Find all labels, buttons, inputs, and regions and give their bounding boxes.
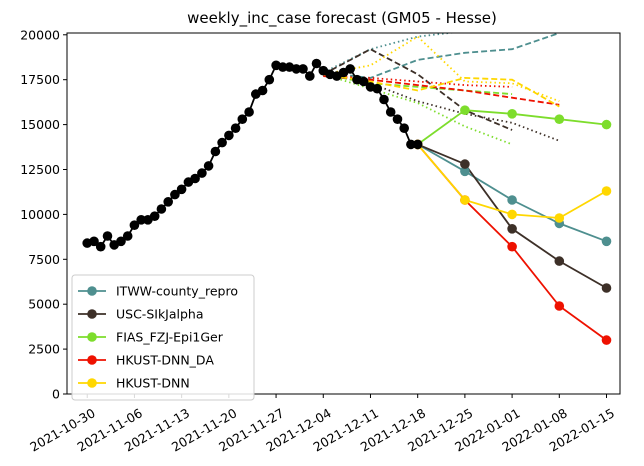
legend-label-4: HKUST-DNN xyxy=(116,376,190,391)
observed-point-41 xyxy=(358,76,369,87)
series-1-point-2 xyxy=(507,224,517,234)
observed-point-43 xyxy=(372,83,383,94)
series-2-point-1 xyxy=(460,105,470,115)
series-4-point-4 xyxy=(601,186,612,196)
observed-point-5 xyxy=(116,236,126,247)
observed-point-44 xyxy=(379,94,389,105)
series-4-point-3 xyxy=(554,213,565,223)
y-tick-label-1: 2500 xyxy=(28,342,60,357)
legend-marker-1 xyxy=(87,309,97,319)
series-3-point-4 xyxy=(601,335,612,345)
observed-point-12 xyxy=(163,197,173,207)
plot-frame xyxy=(66,32,621,395)
legend-marker-2 xyxy=(87,332,97,342)
observed-point-31 xyxy=(291,64,302,74)
series-1-point-3 xyxy=(554,256,565,266)
observed-point-1 xyxy=(89,236,99,247)
y-tick-label-2: 5000 xyxy=(28,297,60,312)
y-tick-label-4: 10000 xyxy=(20,207,60,222)
observed-point-10 xyxy=(149,211,160,221)
observed-point-17 xyxy=(197,168,207,178)
series-2-point-3 xyxy=(554,114,565,124)
observed-point-32 xyxy=(298,64,308,74)
legend-box xyxy=(71,274,255,401)
observed-point-14 xyxy=(176,184,187,195)
observed-point-20 xyxy=(217,137,227,148)
y-tick-label-3: 7500 xyxy=(28,252,60,267)
observed-point-34 xyxy=(311,58,322,69)
observed-point-18 xyxy=(203,161,214,171)
series-1-point-4 xyxy=(601,283,612,293)
series-3-point-2 xyxy=(507,241,517,252)
observed-point-49 xyxy=(412,139,423,150)
observed-point-16 xyxy=(190,173,200,184)
observed-point-3 xyxy=(102,231,113,241)
y-tick-label-7: 17500 xyxy=(20,72,60,87)
y-tick-label-0: 0 xyxy=(52,387,60,402)
legend-marker-3 xyxy=(87,355,97,365)
series-3-band-dotted xyxy=(323,75,513,88)
legend-label-0: ITWW-county_repro xyxy=(116,284,238,299)
legend-marker-0 xyxy=(87,286,97,296)
observed-point-24 xyxy=(244,107,254,117)
chart-title: weekly_inc_case forecast (GM05 - Hesse) xyxy=(187,9,497,28)
observed-point-2 xyxy=(95,241,106,252)
observed-point-29 xyxy=(278,62,288,72)
observed-point-27 xyxy=(264,74,275,85)
observed-point-11 xyxy=(156,204,167,214)
y-tick-label-5: 12500 xyxy=(20,162,60,177)
series-2-point-4 xyxy=(601,119,612,130)
series-1-point-1 xyxy=(460,159,470,169)
series-4-band-dotted xyxy=(323,35,560,103)
legend-label-3: HKUST-DNN_DA xyxy=(116,353,214,368)
y-tick-label-6: 15000 xyxy=(20,117,60,132)
observed-point-33 xyxy=(305,71,315,81)
legend-marker-4 xyxy=(87,378,97,388)
observed-point-13 xyxy=(170,189,180,200)
observed-point-19 xyxy=(210,146,221,157)
series-1-band-dotted xyxy=(323,73,560,142)
observed-point-23 xyxy=(237,114,248,124)
observed-point-47 xyxy=(399,123,410,133)
observed-point-46 xyxy=(392,114,403,124)
series-0-point-2 xyxy=(507,195,517,205)
series-4-point-2 xyxy=(507,209,517,220)
observed-point-21 xyxy=(224,130,234,141)
y-tick-label-8: 20000 xyxy=(20,27,60,42)
series-0-point-4 xyxy=(601,236,612,247)
legend: ITWW-county_repro USC-SIkJalpha FIAS_FZJ-E… xyxy=(71,274,255,401)
y-axis: 0 2500 5000 7500 10000 12500 15000 17500 20000 xyxy=(20,27,67,402)
series-2-point-2 xyxy=(507,109,517,119)
legend-label-2: FIAS_FZJ-Epi1Ger xyxy=(116,330,224,345)
observed-point-39 xyxy=(345,64,356,74)
plot-content xyxy=(82,33,612,345)
legend-label-1: USC-SIkJalpha xyxy=(116,307,204,322)
series-0-band-dotted xyxy=(322,33,458,74)
observed-point-48 xyxy=(406,139,416,150)
plot-area xyxy=(66,32,621,395)
series-0-point-1 xyxy=(460,166,470,177)
series-4-point-1 xyxy=(460,195,470,205)
observed-point-26 xyxy=(257,85,268,96)
observed-point-6 xyxy=(122,231,133,241)
observed-point-22 xyxy=(230,123,241,133)
observed-point-8 xyxy=(136,215,146,225)
observed-point-7 xyxy=(129,220,140,230)
observed-point-45 xyxy=(385,107,396,117)
series-3-point-3 xyxy=(554,301,565,311)
